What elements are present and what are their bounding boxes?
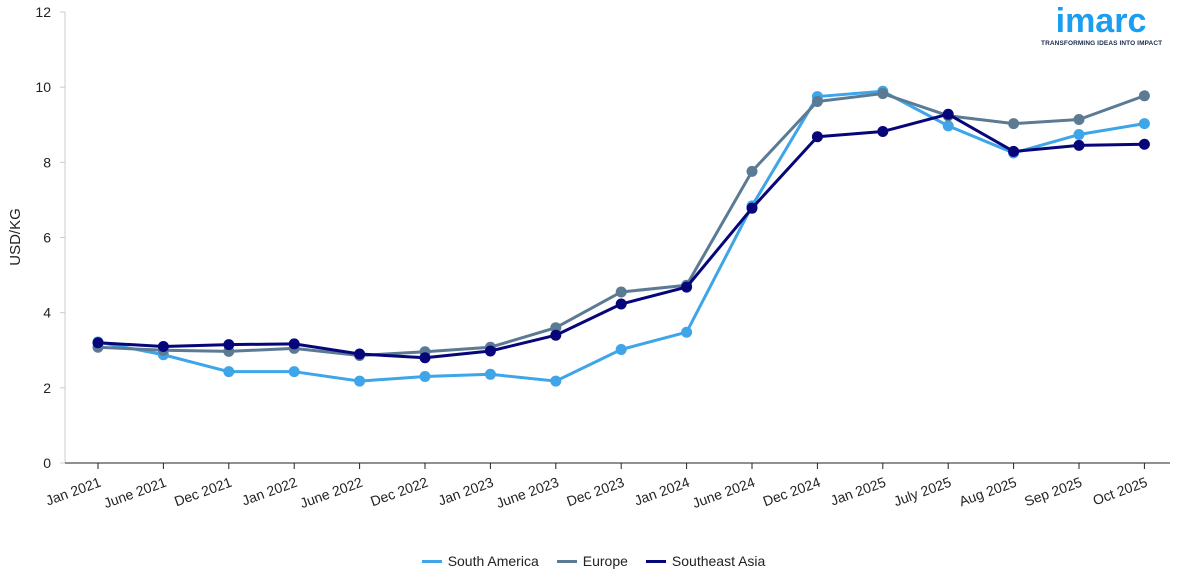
data-point xyxy=(157,340,169,352)
y-tick-label: 10 xyxy=(35,79,51,95)
data-point xyxy=(288,338,300,350)
series-line xyxy=(96,112,1146,360)
x-tick-label: Sep 2025 xyxy=(1022,474,1084,510)
data-point xyxy=(811,95,823,107)
data-point xyxy=(354,348,366,360)
data-point xyxy=(550,329,562,341)
logo-wordmark: imarc xyxy=(1055,2,1147,40)
data-point xyxy=(1138,118,1150,130)
x-tick-label: Jan 2024 xyxy=(632,474,692,509)
y-tick-label: 6 xyxy=(43,230,51,246)
data-point xyxy=(288,366,300,378)
data-point xyxy=(877,88,889,100)
data-point xyxy=(550,375,562,387)
y-tick-label: 4 xyxy=(43,305,51,321)
y-axis-title: USD/KG xyxy=(7,208,24,266)
data-point xyxy=(1138,90,1150,102)
x-tick-label: Dec 2021 xyxy=(172,474,234,510)
series-line xyxy=(96,89,1146,383)
data-point xyxy=(681,281,693,293)
y-tick-label: 0 xyxy=(43,455,51,471)
legend-swatch xyxy=(421,559,442,563)
data-point xyxy=(419,352,431,364)
legend-swatch xyxy=(645,559,666,563)
data-point xyxy=(1073,139,1085,151)
data-point xyxy=(811,131,823,143)
y-tick-label: 12 xyxy=(35,4,51,20)
x-tick-label: Dec 2024 xyxy=(761,474,823,510)
x-tick-label: Jan 2021 xyxy=(43,474,103,509)
x-tick-label: June 2024 xyxy=(690,474,757,511)
data-point xyxy=(942,120,954,132)
series-southeast-asia xyxy=(92,108,1150,364)
series-group xyxy=(92,85,1150,387)
x-tick-label: Dec 2023 xyxy=(564,474,626,510)
y-tick-label: 2 xyxy=(43,380,51,396)
legend-item: Southeast Asia xyxy=(645,553,766,569)
x-tick-label: Aug 2025 xyxy=(957,474,1019,510)
data-point xyxy=(1138,138,1150,150)
x-tick-label: June 2021 xyxy=(101,474,168,511)
data-point xyxy=(419,371,431,383)
legend-item: Europe xyxy=(556,553,628,569)
data-point xyxy=(942,108,954,120)
series-europe xyxy=(92,88,1150,362)
x-tick-label: June 2022 xyxy=(298,474,365,511)
data-point xyxy=(354,375,366,387)
data-point xyxy=(484,368,496,380)
legend-label: Southeast Asia xyxy=(671,553,766,569)
series-line xyxy=(96,92,1146,358)
imarc-logo: imarc TRANSFORMING IDEAS INTO IMPACT xyxy=(1041,2,1163,54)
data-point xyxy=(877,126,889,138)
data-point xyxy=(615,343,627,355)
data-point xyxy=(1008,118,1020,130)
x-tick-label: Oct 2025 xyxy=(1091,474,1150,509)
series-south-america xyxy=(92,85,1150,387)
legend-label: Europe xyxy=(582,553,628,569)
data-point xyxy=(223,366,235,378)
x-tick-label: Jan 2025 xyxy=(828,474,888,509)
data-point xyxy=(484,345,496,357)
legend-swatch xyxy=(556,559,577,563)
data-point xyxy=(746,165,758,177)
x-tick-label: Dec 2022 xyxy=(368,474,430,510)
x-tick-label: June 2023 xyxy=(494,474,561,511)
data-point xyxy=(746,202,758,214)
data-point xyxy=(1073,129,1085,141)
x-tick-label: July 2025 xyxy=(891,474,953,510)
data-point xyxy=(615,298,627,310)
legend-item: South America xyxy=(421,553,539,569)
logo-tagline: TRANSFORMING IDEAS INTO IMPACT xyxy=(1041,40,1163,47)
data-point xyxy=(223,339,235,351)
data-point xyxy=(681,326,693,338)
data-point xyxy=(1008,145,1020,157)
legend-label: South America xyxy=(447,553,539,569)
data-point xyxy=(615,286,627,298)
x-tick-label: Jan 2022 xyxy=(240,474,300,509)
chart-legend: South America Europe Southeast Asia xyxy=(0,551,1187,571)
data-point xyxy=(550,322,562,334)
x-tick-label: Jan 2023 xyxy=(436,474,496,509)
data-point xyxy=(92,337,104,349)
y-tick-label: 8 xyxy=(43,154,51,170)
data-point xyxy=(1073,113,1085,125)
